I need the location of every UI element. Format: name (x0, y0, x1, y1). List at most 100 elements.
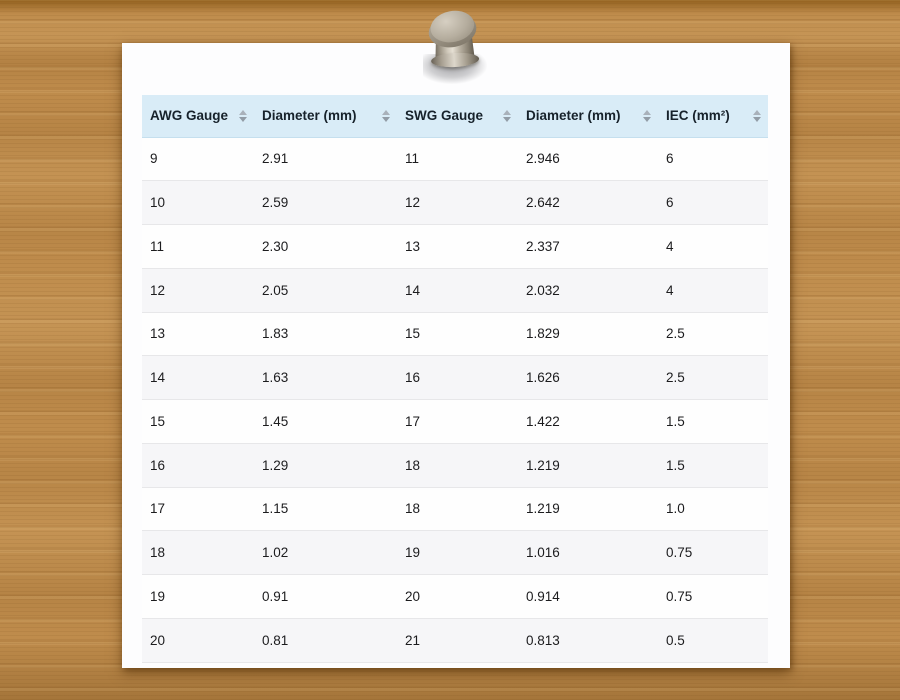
table-cell: 14 (142, 355, 254, 400)
table-cell: 16 (397, 355, 518, 400)
table-cell: 21 (397, 618, 518, 663)
table-cell: 18 (142, 530, 254, 575)
table-row: 11 2.30 13 2.337 4 (142, 224, 768, 269)
table-cell: 1.45 (254, 399, 397, 444)
sort-arrows-icon[interactable] (239, 109, 247, 122)
table-cell: 0.91 (254, 574, 397, 619)
table-body: 9 2.91 11 2.946 6 10 2.59 12 2.642 6 11 2.30 13 2.337… (142, 137, 768, 663)
table-cell: 2.032 (518, 268, 658, 313)
table-cell: 2.05 (254, 268, 397, 313)
table-cell: 6 (658, 137, 768, 182)
table-cell: 12 (142, 268, 254, 313)
table-cell: 13 (142, 312, 254, 357)
sort-down-arrow (503, 116, 511, 122)
table-cell: 16 (142, 443, 254, 488)
column-header-label: AWG Gauge (150, 108, 229, 124)
table-cell: 1.016 (518, 530, 658, 575)
table-cell: 20 (142, 618, 254, 663)
table-cell: 13 (397, 224, 518, 269)
table-cell: 0.75 (658, 574, 768, 619)
sort-up-arrow (503, 109, 511, 115)
table-cell: 1.5 (658, 399, 768, 444)
table-cell: 1.626 (518, 355, 658, 400)
table-header-row: AWG Gauge Diameter (mm) SWG Gauge Diameter … (142, 95, 768, 138)
table-cell: 9 (142, 137, 254, 182)
table-cell: 12 (397, 180, 518, 225)
column-header-awg-diameter[interactable]: Diameter (mm) (254, 95, 397, 138)
sort-arrows-icon[interactable] (643, 109, 651, 122)
table-cell: 0.5 (658, 618, 768, 663)
column-header-iec-area[interactable]: IEC (mm²) (658, 95, 768, 138)
table-cell: 0.81 (254, 618, 397, 663)
sort-down-arrow (753, 116, 761, 122)
table-cell: 2.5 (658, 312, 768, 357)
table-cell: 1.5 (658, 443, 768, 488)
table-cell: 17 (397, 399, 518, 444)
table-row: 17 1.15 18 1.219 1.0 (142, 487, 768, 532)
table-cell: 11 (397, 137, 518, 182)
pinned-paper-sheet: AWG Gauge Diameter (mm) SWG Gauge Diameter … (122, 43, 790, 668)
table-row: 18 1.02 19 1.016 0.75 (142, 530, 768, 575)
column-header-label: IEC (mm²) (666, 108, 730, 124)
table-cell: 1.63 (254, 355, 397, 400)
table-cell: 1.02 (254, 530, 397, 575)
sort-down-arrow (643, 116, 651, 122)
sort-up-arrow (753, 109, 761, 115)
table-cell: 18 (397, 487, 518, 532)
table-cell: 19 (397, 530, 518, 575)
column-header-label: Diameter (mm) (526, 108, 621, 124)
table-cell: 19 (142, 574, 254, 619)
table-cell: 2.642 (518, 180, 658, 225)
table-cell: 1.15 (254, 487, 397, 532)
table-row: 13 1.83 15 1.829 2.5 (142, 312, 768, 357)
sort-down-arrow (382, 116, 390, 122)
column-header-awg-gauge[interactable]: AWG Gauge (142, 95, 254, 138)
table-cell: 2.946 (518, 137, 658, 182)
sort-up-arrow (643, 109, 651, 115)
table-cell: 14 (397, 268, 518, 313)
table-cell: 1.829 (518, 312, 658, 357)
table-row: 10 2.59 12 2.642 6 (142, 180, 768, 225)
table-cell: 18 (397, 443, 518, 488)
table-cell: 2.59 (254, 180, 397, 225)
table-row: 19 0.91 20 0.914 0.75 (142, 574, 768, 619)
sort-arrows-icon[interactable] (753, 109, 761, 122)
table-cell: 20 (397, 574, 518, 619)
table-row: 12 2.05 14 2.032 4 (142, 268, 768, 313)
table-row: 14 1.63 16 1.626 2.5 (142, 355, 768, 400)
column-header-swg-diameter[interactable]: Diameter (mm) (518, 95, 658, 138)
sort-up-arrow (239, 109, 247, 115)
sort-arrows-icon[interactable] (503, 109, 511, 122)
table-cell: 2.30 (254, 224, 397, 269)
table-cell: 1.219 (518, 487, 658, 532)
table-cell: 10 (142, 180, 254, 225)
sort-arrows-icon[interactable] (382, 109, 390, 122)
wire-gauge-table: AWG Gauge Diameter (mm) SWG Gauge Diameter … (142, 95, 768, 663)
table-cell: 1.83 (254, 312, 397, 357)
table-row: 9 2.91 11 2.946 6 (142, 137, 768, 182)
table-cell: 15 (142, 399, 254, 444)
sort-down-arrow (239, 116, 247, 122)
push-pin-icon (425, 7, 482, 69)
table-cell: 0.75 (658, 530, 768, 575)
table-row: 16 1.29 18 1.219 1.5 (142, 443, 768, 488)
table-cell: 4 (658, 268, 768, 313)
table-cell: 1.29 (254, 443, 397, 488)
column-header-swg-gauge[interactable]: SWG Gauge (397, 95, 518, 138)
sort-up-arrow (382, 109, 390, 115)
table-cell: 17 (142, 487, 254, 532)
table-cell: 1.422 (518, 399, 658, 444)
table-row: 20 0.81 21 0.813 0.5 (142, 618, 768, 663)
column-header-label: Diameter (mm) (262, 108, 357, 124)
column-header-label: SWG Gauge (405, 108, 484, 124)
table-cell: 6 (658, 180, 768, 225)
table-cell: 1.219 (518, 443, 658, 488)
table-cell: 2.91 (254, 137, 397, 182)
table-cell: 0.914 (518, 574, 658, 619)
table-row: 15 1.45 17 1.422 1.5 (142, 399, 768, 444)
table-cell: 2.5 (658, 355, 768, 400)
table-cell: 1.0 (658, 487, 768, 532)
table-cell: 0.813 (518, 618, 658, 663)
table-cell: 15 (397, 312, 518, 357)
